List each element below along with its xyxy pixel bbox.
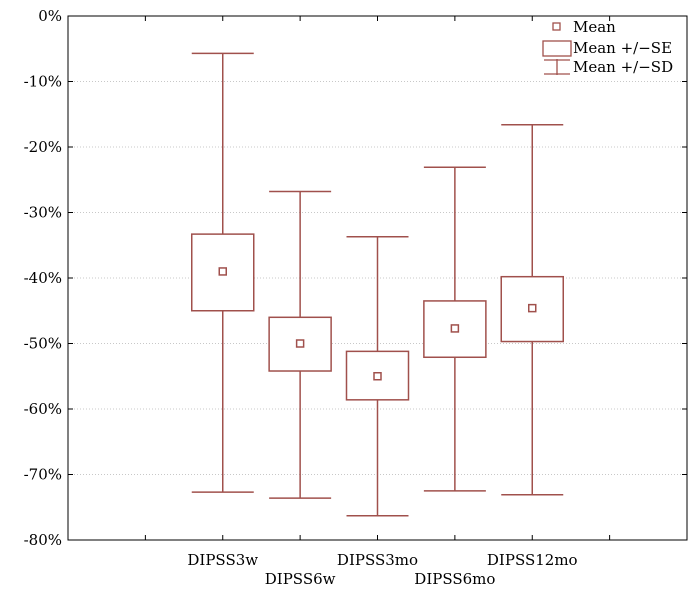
- y-tick-label: -50%: [24, 335, 62, 353]
- legend-se-marker: [542, 40, 572, 57]
- mean-marker: [295, 339, 305, 348]
- y-tick-label: -40%: [24, 269, 62, 287]
- category-box-DIPSS6w: [268, 190, 332, 499]
- y-tick-label: -20%: [24, 138, 62, 156]
- y-tick-label: 0%: [38, 7, 62, 25]
- y-tick-label: -80%: [24, 531, 62, 549]
- y-tick-label: -10%: [24, 73, 62, 91]
- mean-marker: [218, 267, 227, 276]
- mean-marker: [373, 372, 382, 381]
- se-box: [345, 350, 410, 401]
- category-label: DIPSS3mo: [337, 551, 418, 569]
- y-tick-label: -30%: [24, 204, 62, 222]
- category-box-DIPSS3w: [191, 52, 255, 493]
- y-tick-label: -70%: [24, 466, 62, 484]
- legend-se-label: Mean +/−SE: [573, 39, 672, 57]
- legend-mean-label: Mean: [573, 18, 616, 36]
- y-tick-label: -60%: [24, 400, 62, 418]
- mean-marker: [528, 303, 537, 313]
- mean-marker: [450, 324, 460, 333]
- axes: 0% -10% -20% -30% -40% -50% -60% -70% -80% DIPSS3…: [24, 7, 688, 588]
- boxes: [191, 52, 564, 517]
- category-label: DIPSS12mo: [487, 551, 578, 569]
- category-box-DIPSS3mo: [345, 235, 410, 517]
- legend-mean-marker: [552, 22, 561, 31]
- category-box-DIPSS12mo: [500, 123, 564, 496]
- category-label: DIPSS6mo: [414, 570, 495, 588]
- legend-sd-label: Mean +/−SD: [573, 58, 673, 76]
- category-box-DIPSS6mo: [423, 166, 487, 492]
- category-label: DIPSS3w: [187, 551, 258, 569]
- category-label: DIPSS6w: [265, 570, 336, 588]
